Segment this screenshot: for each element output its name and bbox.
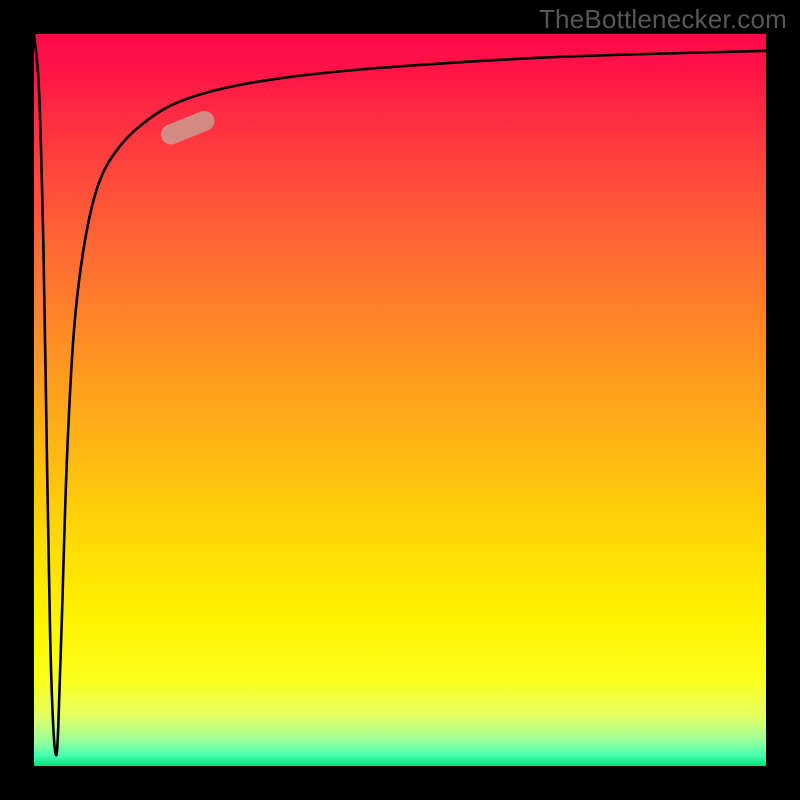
curve-layer: [34, 34, 766, 766]
marker-pill: [158, 108, 217, 148]
bottleneck-curve: [34, 34, 766, 755]
chart-stage: TheBottlenecker.com: [0, 0, 800, 800]
watermark-text: TheBottlenecker.com: [539, 4, 787, 35]
curve-marker: [158, 108, 217, 148]
